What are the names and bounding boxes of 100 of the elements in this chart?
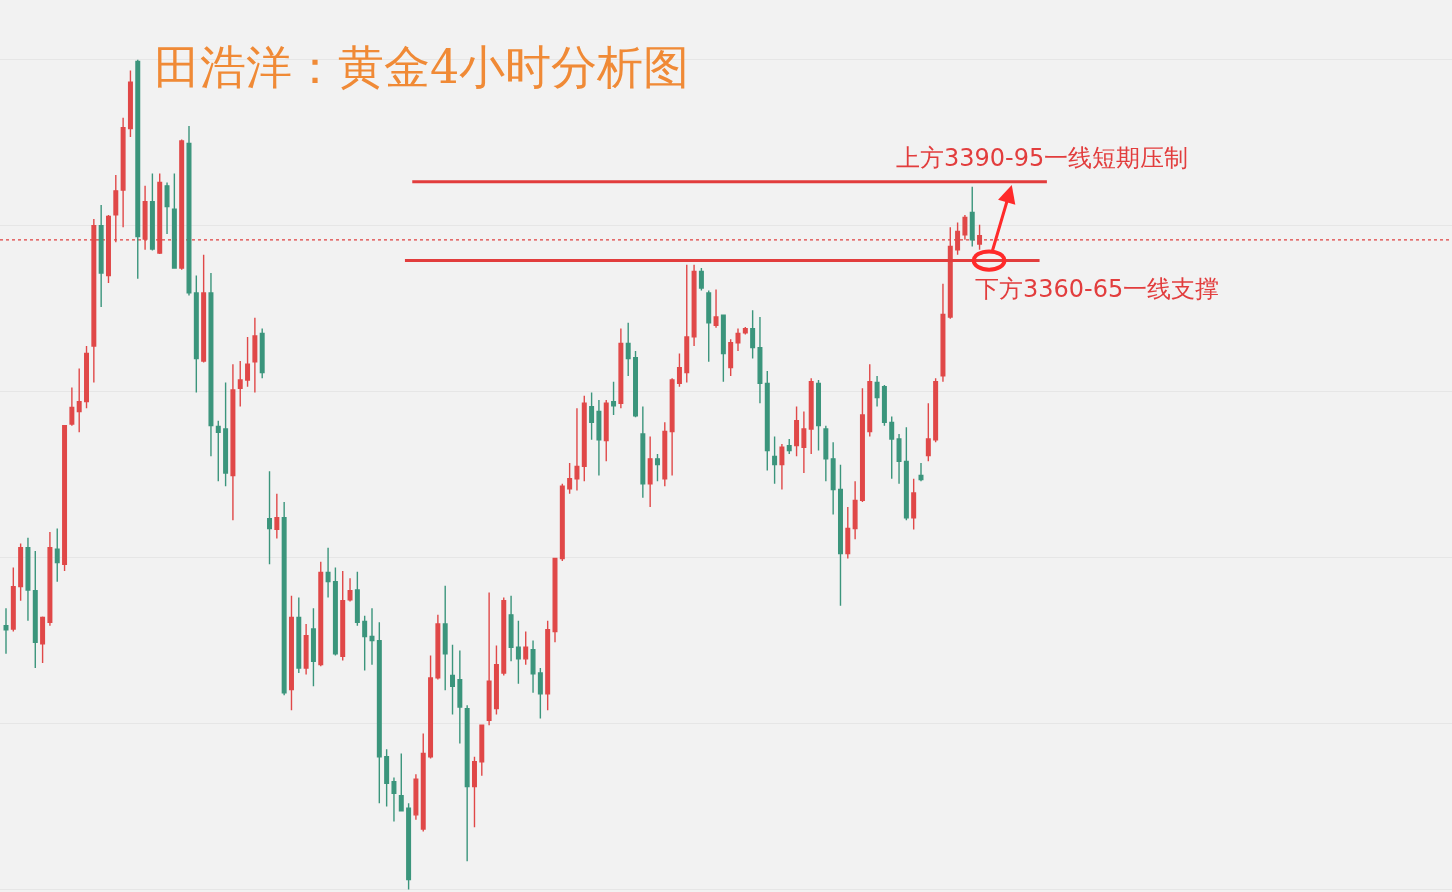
candlestick (633, 350, 639, 419)
candlestick (830, 441, 836, 516)
candlestick (442, 585, 448, 692)
candlestick (918, 462, 924, 482)
candlestick (259, 327, 265, 380)
candlestick (735, 327, 741, 352)
candlestick (362, 614, 368, 672)
candlestick (347, 577, 353, 603)
candlestick (230, 363, 236, 521)
candlestick (794, 405, 800, 458)
candlestick (98, 204, 104, 308)
candlestick (54, 527, 60, 583)
candlestick (523, 630, 529, 666)
candlestick (62, 424, 68, 572)
candlestick (179, 138, 185, 271)
candlestick (303, 623, 309, 676)
candlestick (691, 264, 697, 347)
candlestick (750, 309, 756, 360)
candlestick (84, 345, 90, 409)
candlestick (881, 384, 887, 427)
candlestick (720, 313, 726, 383)
candlestick (391, 776, 397, 823)
candlestick (574, 407, 580, 492)
candlestick (215, 419, 221, 482)
candlestick (837, 463, 843, 607)
ref-line-label: 下方3360-65一线支撑 (975, 275, 1220, 303)
candlestick (332, 566, 338, 657)
candlestick (171, 172, 177, 270)
candlestick (164, 181, 170, 235)
candlestick (911, 478, 917, 531)
candlestick (889, 415, 895, 480)
candlestick (713, 288, 719, 329)
candlestick (530, 639, 536, 694)
candlestick (413, 773, 419, 821)
candlestick (559, 483, 565, 562)
candlestick (757, 316, 763, 404)
candlestick (852, 480, 858, 541)
candlestick (640, 405, 646, 499)
candlestick (903, 426, 909, 521)
candlestick (10, 566, 16, 633)
candlestick (208, 272, 214, 458)
candlestick (3, 607, 9, 655)
candlestick (486, 591, 492, 726)
candlestick (940, 283, 946, 383)
candlestick (398, 752, 404, 813)
candlestick (464, 704, 470, 862)
candlestick (471, 756, 477, 828)
candlestick (120, 117, 126, 229)
candlestick (406, 802, 412, 891)
candlestick (698, 267, 704, 292)
candlestick (977, 224, 983, 251)
candlestick (874, 375, 880, 408)
candlestick (245, 336, 251, 388)
candlestick (369, 607, 375, 666)
candlestick (296, 596, 302, 674)
candlestick (288, 595, 294, 711)
candlestick (47, 531, 53, 627)
candlestick (142, 185, 148, 251)
candlestick (325, 546, 331, 599)
candlestick (135, 59, 141, 280)
candlestick (823, 424, 829, 482)
candlestick (867, 363, 873, 438)
candlestick (859, 387, 865, 503)
candlestick (40, 615, 46, 664)
candlestick (501, 596, 507, 677)
candlestick (76, 367, 82, 434)
candlestick (493, 644, 499, 716)
candlestick (596, 399, 602, 477)
candlestick (376, 621, 382, 804)
candlestick (567, 462, 573, 495)
candlestick (662, 421, 668, 487)
candlestick (428, 654, 434, 760)
candlestick (808, 377, 814, 455)
candlestick (647, 435, 653, 508)
candlestick (340, 570, 346, 662)
candlestick (25, 536, 31, 622)
candlestick (32, 550, 38, 669)
candlestick (201, 254, 207, 364)
candlestick (127, 69, 133, 138)
candlestick (625, 322, 631, 377)
candlestick (611, 380, 617, 416)
ref-line-label: 上方3390-95一线短期压制 (896, 144, 1189, 172)
candlestick (581, 395, 587, 482)
candlestick (706, 289, 712, 363)
candlestick (450, 644, 456, 716)
candlestick (845, 506, 851, 560)
candlestick (654, 453, 660, 482)
candlestick (764, 370, 770, 472)
candlestick (435, 614, 441, 681)
candlestick (149, 172, 155, 252)
candlestick (589, 391, 595, 441)
candlestick (193, 274, 199, 394)
candlestick (252, 317, 258, 394)
candlestick (18, 542, 24, 602)
candlestick (925, 402, 931, 463)
candlestick (816, 379, 822, 452)
candlestick (274, 493, 280, 540)
candlestick (457, 649, 463, 745)
candlestick (267, 470, 273, 565)
candlestick (545, 619, 551, 711)
